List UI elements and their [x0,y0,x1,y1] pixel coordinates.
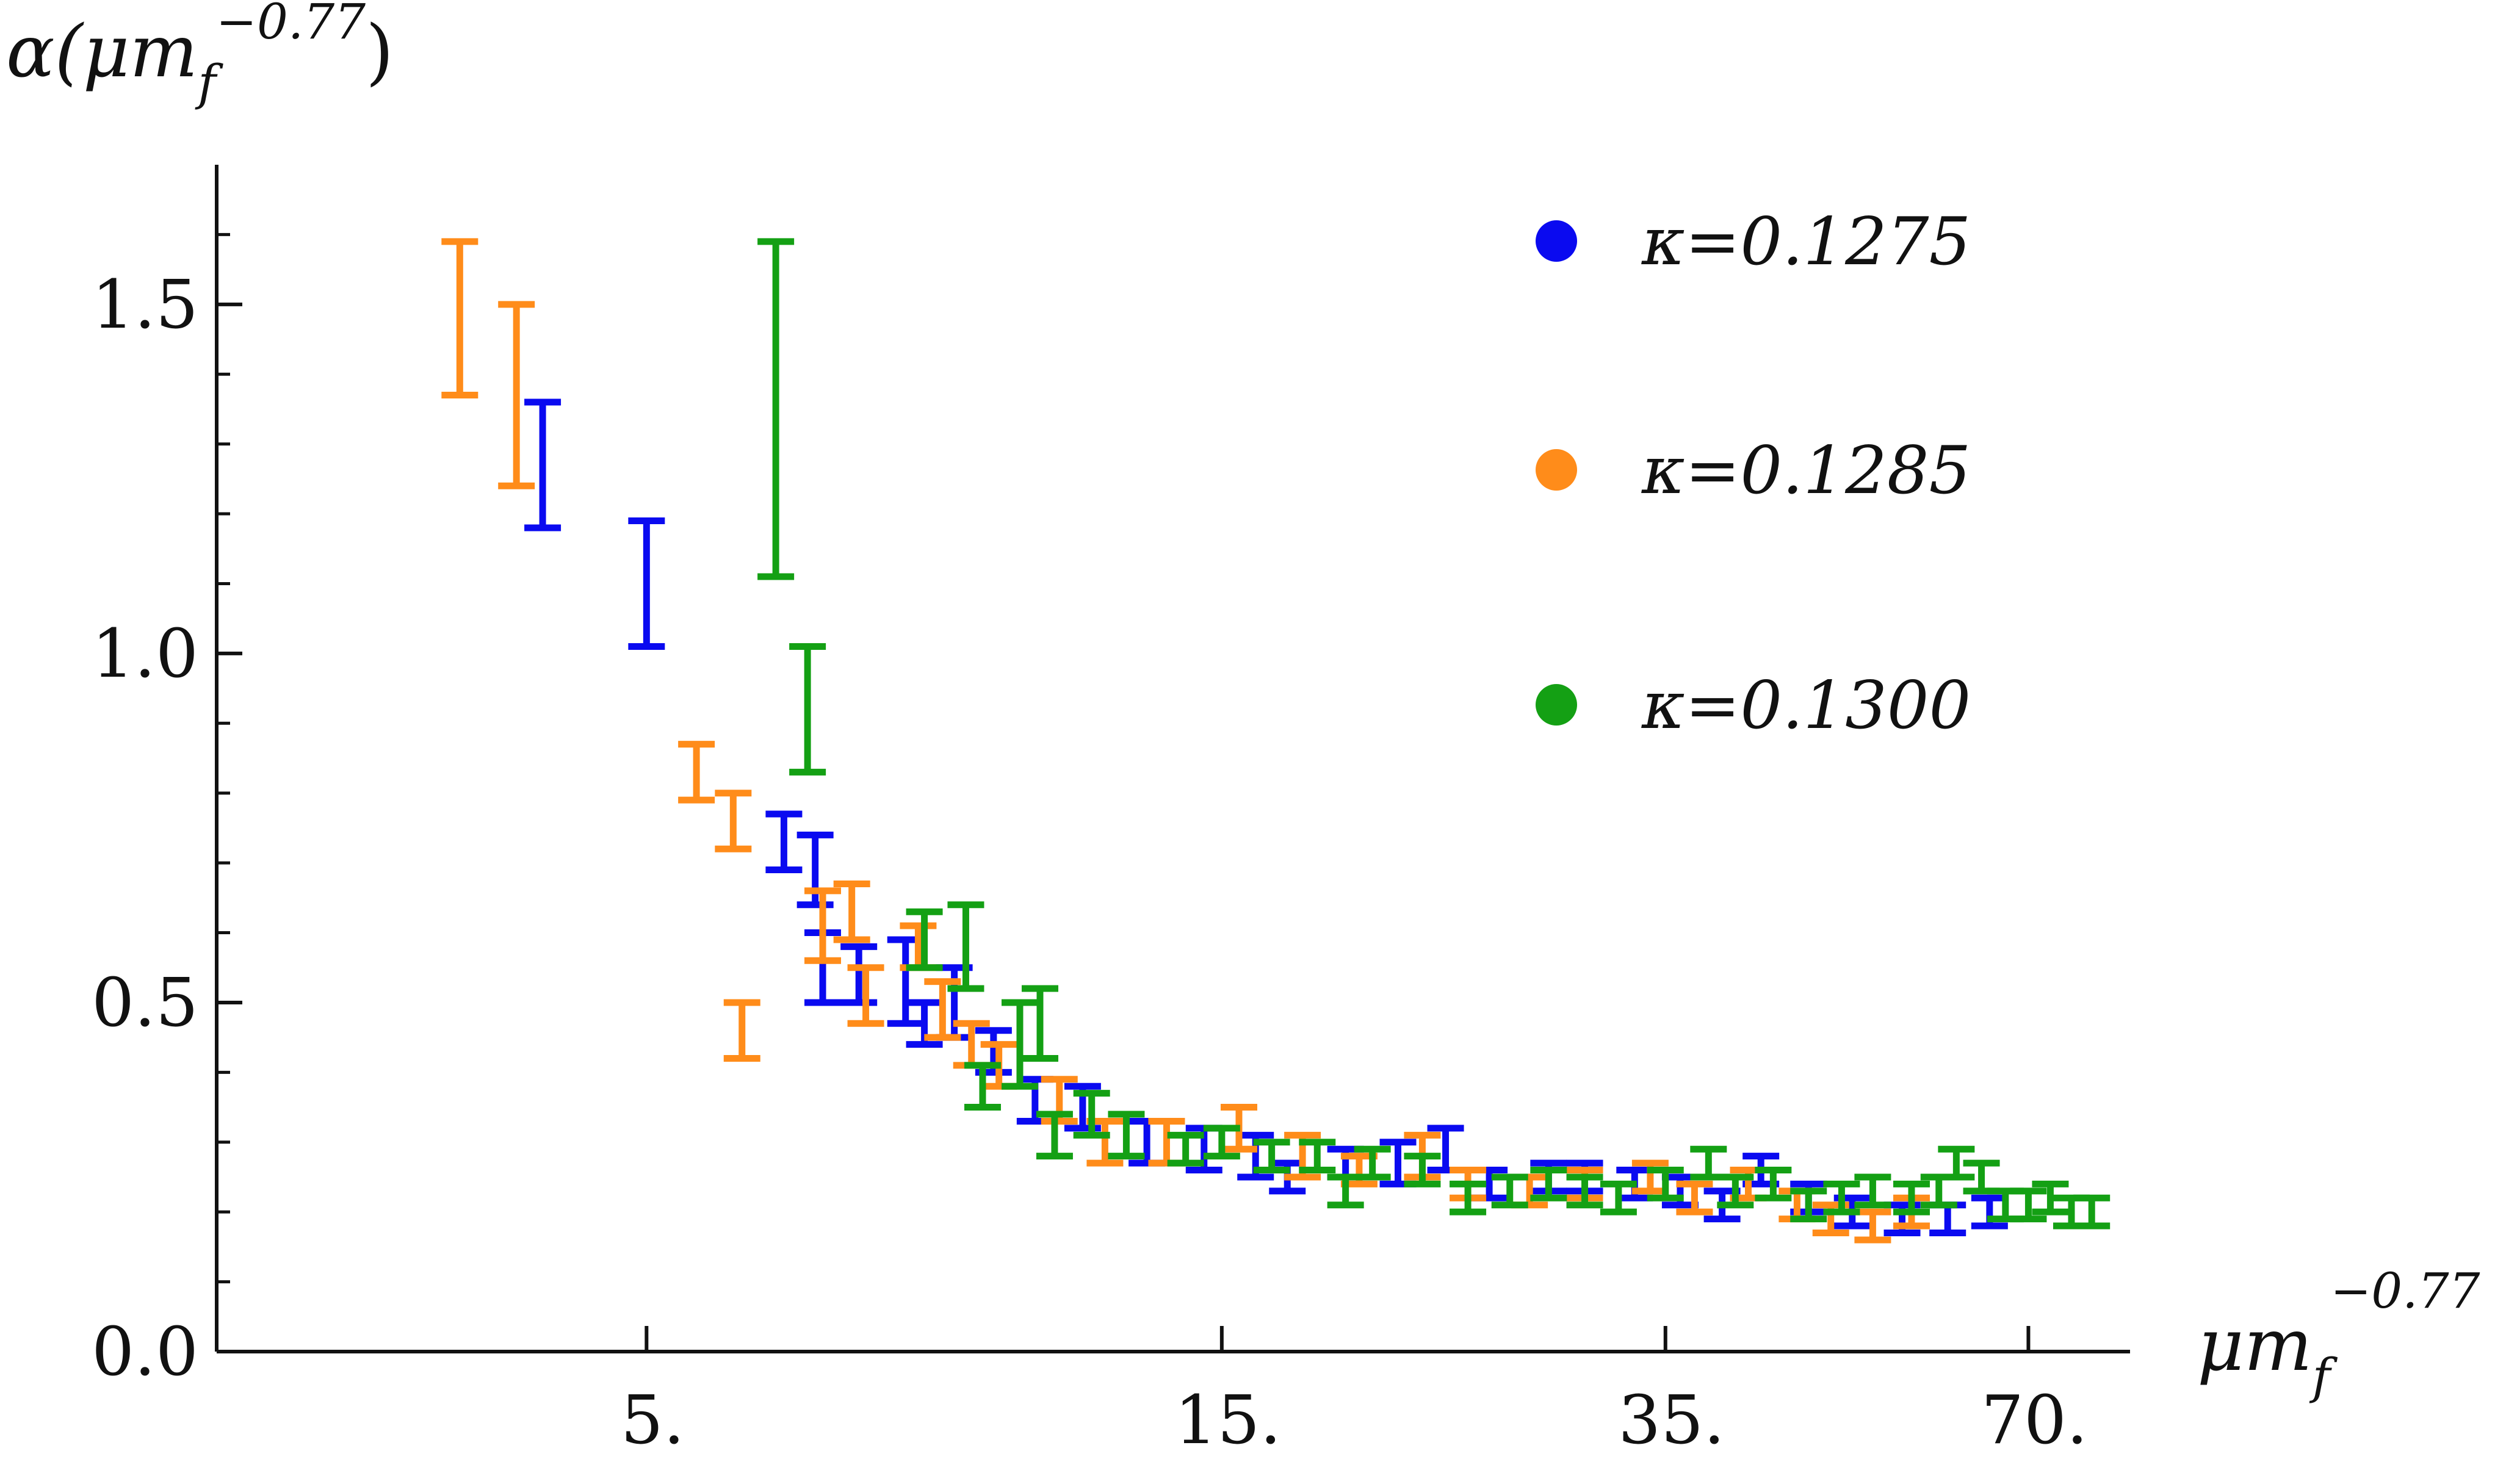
error-bar [840,943,878,1006]
error-bar [1893,1180,1930,1216]
error-bar [947,901,984,992]
error-bar [1566,1173,1603,1209]
x-axis-label: μmf −0.77 [2197,1262,2480,1405]
x-axis-label-main: μm [2197,1303,2313,1387]
series-layer [441,238,2111,1244]
y-axis-label-sub: f [195,54,223,111]
error-bar [1021,985,1058,1062]
error-bar [964,1062,1001,1111]
error-bar [1676,1180,1713,1216]
error-bar [1755,1167,1792,1201]
error-bar [757,238,795,580]
legend-label: κ=0.1275 [1641,204,1971,280]
x-tick-label: 5. [621,1381,685,1459]
error-bar [1450,1180,1487,1216]
error-bar [524,398,562,531]
error-bar [1404,1153,1441,1187]
x-axis-label-sup: −0.77 [2330,1262,2480,1319]
y-tick-label: 1.5 [92,265,198,344]
y-axis-label-sup: −0.77 [216,0,366,50]
error-bar [1073,1090,1110,1139]
error-bar [765,810,803,874]
error-bar [789,643,826,776]
error-bar [1253,1139,1290,1174]
series-3 [757,238,2111,1230]
error-bar [1354,1145,1391,1181]
legend: κ=0.1275 κ=0.1285 κ=0.1300 [1536,204,1971,744]
error-bar [804,887,841,964]
legend-label: κ=0.1300 [1641,668,1971,744]
error-bar [924,978,961,1041]
error-bar [715,790,752,852]
error-bar [1299,1139,1336,1174]
error-bar [1036,1111,1073,1160]
error-bar [1717,1173,1754,1209]
error-bar [1854,1173,1891,1209]
error-bar [2073,1194,2111,1230]
legend-item-3: κ=0.1300 [1536,668,1971,744]
error-bar [1647,1167,1684,1201]
error-bar [723,999,760,1062]
error-bar [678,741,715,804]
error-bar [1491,1173,1528,1209]
legend-item-1: κ=0.1275 [1536,204,1971,280]
series-1 [524,398,2008,1236]
error-bar [1600,1180,1637,1216]
legend-item-2: κ=0.1285 [1536,433,1971,509]
x-tick-label: 35. [1618,1381,1725,1459]
y-tick-label: 0.5 [92,964,198,1042]
error-bar [1938,1145,1975,1181]
x-tick-label: 70. [1981,1381,2088,1459]
error-bar [2032,1180,2069,1216]
error-bar [1790,1187,1827,1223]
y-tick-label: 1.0 [92,614,198,693]
legend-marker [1536,449,1577,491]
x-axis-label-sub: f [2309,1348,2338,1405]
y-axis-label-close: ) [366,9,394,93]
error-bar [628,517,665,650]
error-bar [847,964,884,1027]
error-bar [1108,1111,1145,1160]
series-2 [441,238,1930,1244]
legend-label: κ=0.1285 [1641,433,1971,509]
error-bar [1530,1167,1567,1201]
error-bar [906,908,943,971]
y-axis-label-main: α(μm [6,9,198,93]
error-bar [441,238,478,399]
error-bar [498,301,535,489]
error-bar [1148,1117,1185,1167]
y-tick-label: 0.0 [92,1313,198,1391]
y-axis-label: α(μmf−0.77) [6,0,394,111]
error-bar [1854,1208,1891,1244]
error-bar [1929,1201,1966,1236]
error-bar [2010,1187,2047,1223]
error-bar [1001,999,1038,1090]
legend-marker [1536,220,1577,262]
error-bar [796,831,834,909]
error-bar [833,880,870,943]
error-bar [1823,1180,1860,1216]
error-bar [1690,1145,1727,1181]
legend-marker [1536,684,1577,726]
x-tick-label: 15. [1174,1381,1281,1459]
axes: 0.0 0.5 1.0 1.5 5. 15. 35. 70. [92,165,2130,1459]
error-bar [1167,1131,1204,1167]
error-bar [1203,1125,1240,1160]
